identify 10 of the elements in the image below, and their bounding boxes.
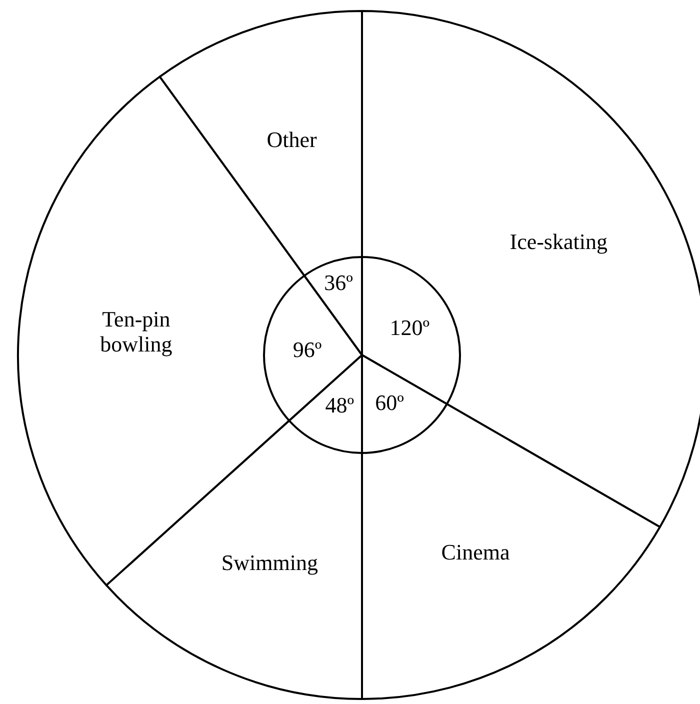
data-label: 60º xyxy=(375,390,404,416)
slice-label: Cinema xyxy=(441,539,510,564)
data-label: 120º xyxy=(390,315,430,340)
data-label: 36º xyxy=(324,270,354,296)
slice-label: Swimming xyxy=(221,550,318,576)
data-label: 96º xyxy=(292,336,322,362)
data-label: 48º xyxy=(325,392,354,418)
slice-label: Ten-pin bowling xyxy=(100,306,172,357)
slice-label: Ice-skating xyxy=(510,229,608,254)
slice-label: Other xyxy=(266,126,318,152)
